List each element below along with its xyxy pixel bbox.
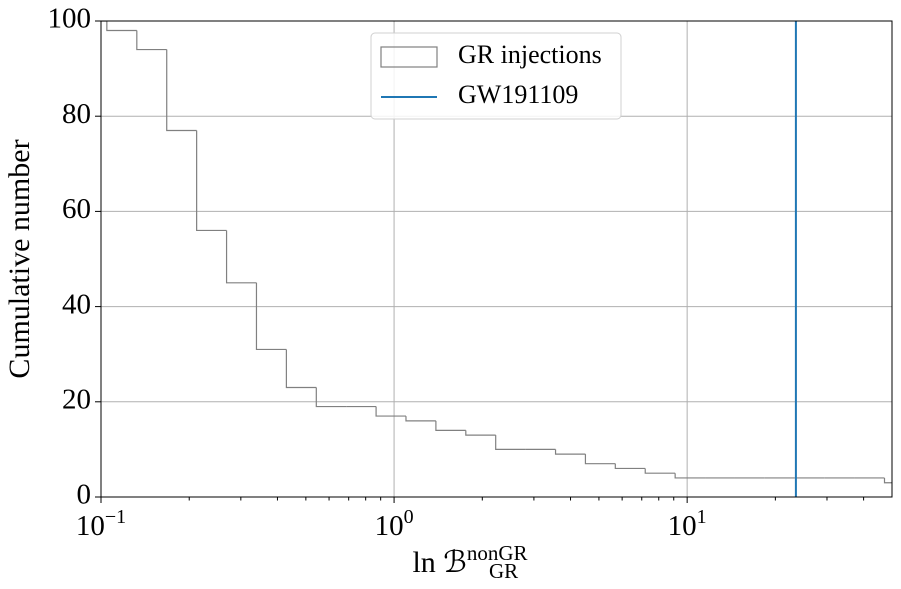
x-tick-label: 100 [375,506,414,542]
x-axis-label-sup: nonGR [467,541,528,565]
histogram-step [136,30,167,51]
histogram-step [644,468,676,474]
legend-patch [380,46,438,68]
histogram-step [315,387,347,408]
y-tick-label: 20 [62,383,91,415]
histogram-step [435,420,466,431]
axes-frame [100,20,893,498]
histogram-step [495,435,526,450]
x-tick-label: 101 [668,506,707,542]
y-tick-label: 40 [62,288,91,320]
histogram-step [255,282,287,351]
ticks: 0 20 40 60 80 100 10−1 100 101 [48,3,865,542]
histogram-step [285,349,317,389]
histogram-step [375,406,406,417]
y-tick-label: 80 [62,98,91,130]
legend: GR injections GW191109 [370,32,622,120]
histogram-step [883,477,892,484]
y-tick-label: 60 [62,193,91,225]
x-axis-label: ln ℬnonGR [412,541,527,579]
y-axis-label: Cumulative number [3,139,36,378]
histogram-step [554,449,586,455]
histogram-step [166,49,197,132]
histogram-step [674,473,706,479]
y-tick-label: 0 [77,479,92,511]
histogram-step [584,454,616,465]
histogram-step [225,230,257,284]
x-axis-label-main: ln ℬ [412,546,466,579]
histogram-step [101,21,107,22]
histogram-step [405,416,436,422]
histogram-step [465,430,496,436]
x-axis-label-sub: GR [489,559,518,583]
legend-label: GR injections [458,40,602,69]
legend-label: GW191109 [458,80,578,109]
y-tick-label: 100 [48,3,92,35]
plot-area [101,21,892,497]
x-tick-label: 10−1 [76,506,126,542]
histogram-step [614,463,646,470]
histogram-step [106,21,137,32]
histogram-step [196,130,227,232]
